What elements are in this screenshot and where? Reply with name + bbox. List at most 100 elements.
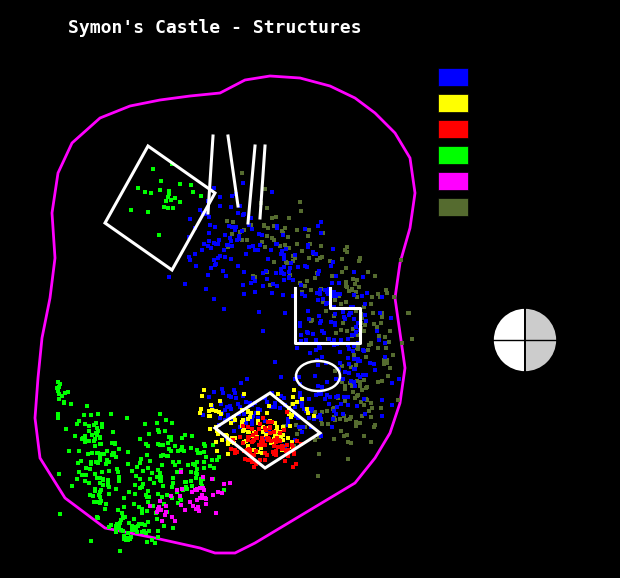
Point [230, 388, 240, 398]
Point [306, 316, 316, 325]
Point [317, 353, 327, 362]
Point [118, 527, 128, 536]
Point [325, 256, 335, 265]
Point [153, 490, 162, 499]
Point [139, 527, 149, 536]
Point [252, 433, 262, 442]
Point [289, 449, 299, 458]
Point [297, 290, 307, 299]
Point [282, 440, 292, 450]
Point [91, 469, 100, 479]
Point [346, 302, 356, 312]
Point [301, 335, 311, 344]
Point [143, 517, 153, 526]
Point [181, 477, 191, 487]
Point [291, 344, 301, 353]
Point [360, 401, 370, 410]
Point [253, 417, 263, 426]
Point [303, 327, 312, 336]
Point [80, 437, 90, 446]
Point [247, 453, 257, 462]
Point [299, 292, 309, 301]
Point [361, 394, 371, 403]
Point [290, 375, 300, 384]
Point [252, 409, 262, 418]
Point [353, 354, 363, 364]
Point [97, 468, 107, 477]
Point [176, 468, 186, 477]
Point [156, 506, 166, 515]
Point [342, 242, 352, 251]
Point [394, 374, 404, 383]
Point [355, 378, 365, 387]
Point [112, 527, 122, 536]
Point [95, 455, 105, 464]
Point [314, 254, 324, 263]
Point [110, 521, 120, 530]
Point [131, 525, 141, 535]
Point [343, 369, 353, 378]
Point [264, 423, 273, 432]
Point [175, 495, 185, 505]
Point [342, 277, 352, 287]
Point [247, 425, 257, 434]
Point [245, 447, 255, 457]
Point [297, 428, 307, 437]
Point [175, 491, 185, 501]
Point [278, 442, 288, 451]
Point [260, 448, 270, 457]
Point [240, 454, 250, 463]
Point [168, 458, 178, 467]
Point [60, 388, 69, 398]
Point [329, 302, 339, 312]
Point [378, 396, 388, 405]
Point [98, 480, 108, 489]
Point [269, 428, 279, 437]
Point [201, 209, 211, 218]
Point [250, 276, 260, 286]
Point [244, 432, 254, 442]
Point [279, 276, 289, 285]
Point [262, 428, 272, 437]
Point [317, 382, 327, 391]
Point [287, 440, 297, 450]
Point [198, 483, 208, 492]
Point [342, 283, 352, 292]
Point [284, 410, 294, 419]
Point [329, 412, 339, 421]
Point [368, 309, 378, 318]
Point [340, 314, 350, 323]
Point [313, 295, 323, 305]
Point [254, 418, 264, 427]
Point [284, 403, 294, 413]
Point [346, 308, 356, 317]
Point [271, 447, 281, 456]
Point [92, 473, 102, 483]
Point [317, 228, 327, 238]
Point [194, 507, 204, 516]
Point [208, 491, 218, 500]
Point [315, 286, 325, 295]
Point [219, 479, 229, 488]
Point [247, 420, 257, 429]
Point [288, 392, 298, 402]
Point [81, 464, 91, 473]
Point [113, 523, 123, 532]
Point [278, 422, 288, 431]
Point [300, 224, 310, 234]
Point [170, 194, 180, 203]
Point [84, 427, 94, 436]
Point [263, 223, 273, 232]
Point [257, 428, 267, 437]
Point [55, 379, 65, 388]
Point [170, 442, 180, 451]
Point [137, 508, 147, 517]
Point [270, 435, 280, 444]
Point [358, 345, 368, 354]
Point [226, 405, 236, 414]
Point [314, 432, 324, 442]
Point [163, 438, 173, 447]
Point [317, 327, 327, 336]
Point [216, 409, 226, 418]
Point [330, 295, 340, 304]
